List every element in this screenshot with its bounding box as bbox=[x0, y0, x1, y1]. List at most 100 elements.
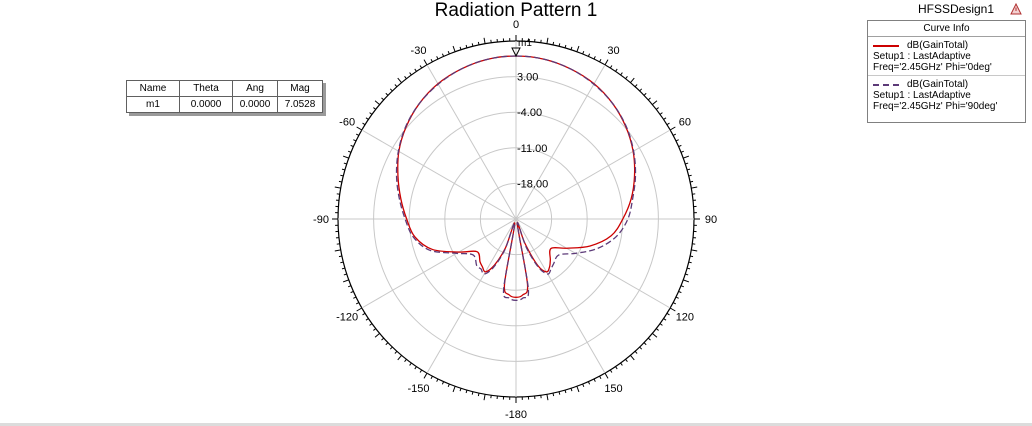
angle-tick bbox=[419, 369, 423, 373]
angle-tick bbox=[381, 97, 385, 101]
angle-ticks bbox=[332, 35, 700, 403]
angle-tick bbox=[663, 318, 667, 321]
grid-spoke bbox=[515, 129, 671, 220]
design-name: HFSSDesign1 bbox=[917, 2, 994, 16]
table-row: m1 0.0000 0.0000 7.0528 bbox=[126, 96, 323, 113]
angle-tick bbox=[350, 290, 354, 294]
col-ang: Ang bbox=[232, 80, 278, 97]
angle-label: -180 bbox=[505, 409, 527, 421]
angle-tick bbox=[365, 117, 369, 120]
angle-tick bbox=[365, 318, 369, 321]
legend-header: Curve Info bbox=[868, 21, 1025, 37]
angle-tick bbox=[394, 84, 398, 88]
angle-tick bbox=[347, 150, 352, 153]
angle-tick bbox=[355, 302, 360, 305]
angle-tick bbox=[452, 45, 456, 52]
legend-entry[interactable]: dB(GainTotal) Setup1 : LastAdaptive Freq… bbox=[868, 76, 1025, 114]
angle-tick bbox=[691, 186, 698, 189]
angle-tick bbox=[680, 150, 685, 153]
angle-tick bbox=[340, 261, 344, 264]
angle-tick bbox=[564, 44, 567, 49]
angle-tick bbox=[552, 393, 555, 397]
angle-tick bbox=[356, 307, 363, 312]
series-curves bbox=[395, 55, 637, 302]
angle-tick bbox=[356, 126, 363, 131]
angle-tick bbox=[343, 162, 347, 165]
angle-tick bbox=[683, 155, 690, 159]
angle-tick bbox=[652, 100, 658, 105]
angle-tick bbox=[582, 50, 585, 55]
angle-tick bbox=[564, 389, 567, 394]
angle-tick bbox=[634, 350, 638, 354]
angle-tick bbox=[373, 107, 377, 110]
legend-swatch-solid bbox=[873, 44, 899, 47]
series-curve-phi-90[interactable] bbox=[395, 55, 637, 302]
angle-label: 60 bbox=[679, 117, 691, 129]
angle-tick bbox=[477, 41, 480, 45]
angle-tick bbox=[690, 255, 694, 258]
angle-tick bbox=[666, 122, 670, 126]
col-mag: Mag bbox=[277, 80, 323, 97]
angle-tick bbox=[350, 144, 354, 148]
angle-tick bbox=[639, 88, 643, 92]
grid-spoke bbox=[515, 64, 606, 220]
grid-spoke bbox=[361, 129, 517, 220]
angle-tick bbox=[593, 378, 596, 382]
legend-entry-freq: Freq='2.45GHz' Phi='0deg' bbox=[873, 62, 992, 73]
radial-label: -18.00 bbox=[517, 178, 548, 190]
angle-tick bbox=[423, 372, 428, 379]
angle-tick bbox=[459, 388, 462, 392]
angle-tick bbox=[447, 50, 450, 55]
angle-tick bbox=[576, 386, 580, 393]
angle-tick bbox=[447, 383, 450, 388]
angle-tick bbox=[634, 84, 638, 88]
angle-tick bbox=[587, 53, 591, 57]
angle-tick bbox=[593, 56, 596, 60]
legend-box[interactable]: Curve Info dB(GainTotal) Setup1 : LastAd… bbox=[867, 20, 1026, 123]
angle-tick bbox=[691, 249, 698, 252]
angle-tick bbox=[655, 328, 659, 331]
angle-tick bbox=[381, 337, 385, 341]
cell-mag: 7.0528 bbox=[277, 96, 323, 113]
angle-tick bbox=[615, 68, 618, 72]
angle-tick bbox=[483, 37, 486, 44]
angle-tick bbox=[340, 174, 344, 177]
angle-tick bbox=[678, 290, 682, 294]
angle-tick bbox=[373, 328, 377, 331]
angle-tick bbox=[558, 391, 561, 395]
angle-tick bbox=[647, 97, 651, 101]
angle-labels: 0 30 60 90 120 150 -180 -150 -120 -90 -60 -30 bbox=[313, 19, 717, 421]
angle-tick bbox=[385, 342, 389, 346]
marker-group[interactable]: m1 bbox=[511, 38, 532, 58]
angle-tick bbox=[686, 168, 691, 171]
legend-entry[interactable]: dB(GainTotal) Setup1 : LastAdaptive Freq… bbox=[868, 37, 1025, 76]
series-curve-phi-0[interactable] bbox=[397, 55, 636, 298]
angle-label: -120 bbox=[336, 312, 358, 324]
angle-tick bbox=[430, 375, 433, 380]
marker-table[interactable]: Name Theta Ang Mag m1 0.0000 0.0000 7.05… bbox=[126, 80, 323, 113]
cell-ang: 0.0000 bbox=[232, 96, 278, 113]
angle-tick bbox=[680, 285, 685, 288]
angle-tick bbox=[341, 168, 346, 171]
angle-tick bbox=[423, 59, 428, 66]
angle-tick bbox=[630, 77, 635, 83]
angle-tick bbox=[688, 261, 692, 264]
angle-label: 30 bbox=[607, 45, 619, 57]
angle-tick bbox=[690, 180, 694, 183]
angle-label: 120 bbox=[676, 312, 694, 324]
marker-triangle[interactable] bbox=[511, 47, 521, 58]
angle-tick bbox=[683, 279, 690, 283]
angle-tick bbox=[342, 155, 349, 159]
warning-icon[interactable] bbox=[1010, 3, 1022, 15]
angle-tick bbox=[599, 375, 602, 380]
angle-tick bbox=[483, 394, 486, 401]
radial-label: -11.00 bbox=[517, 143, 547, 155]
angle-tick bbox=[582, 383, 585, 388]
angle-tick bbox=[355, 133, 360, 136]
radial-labels: 3.00 -4.00 -11.00 -18.00 bbox=[517, 72, 548, 191]
angle-tick bbox=[347, 285, 352, 288]
angle-label: 90 bbox=[705, 214, 717, 226]
angle-tick bbox=[436, 378, 439, 382]
grid-spoke bbox=[361, 218, 517, 309]
